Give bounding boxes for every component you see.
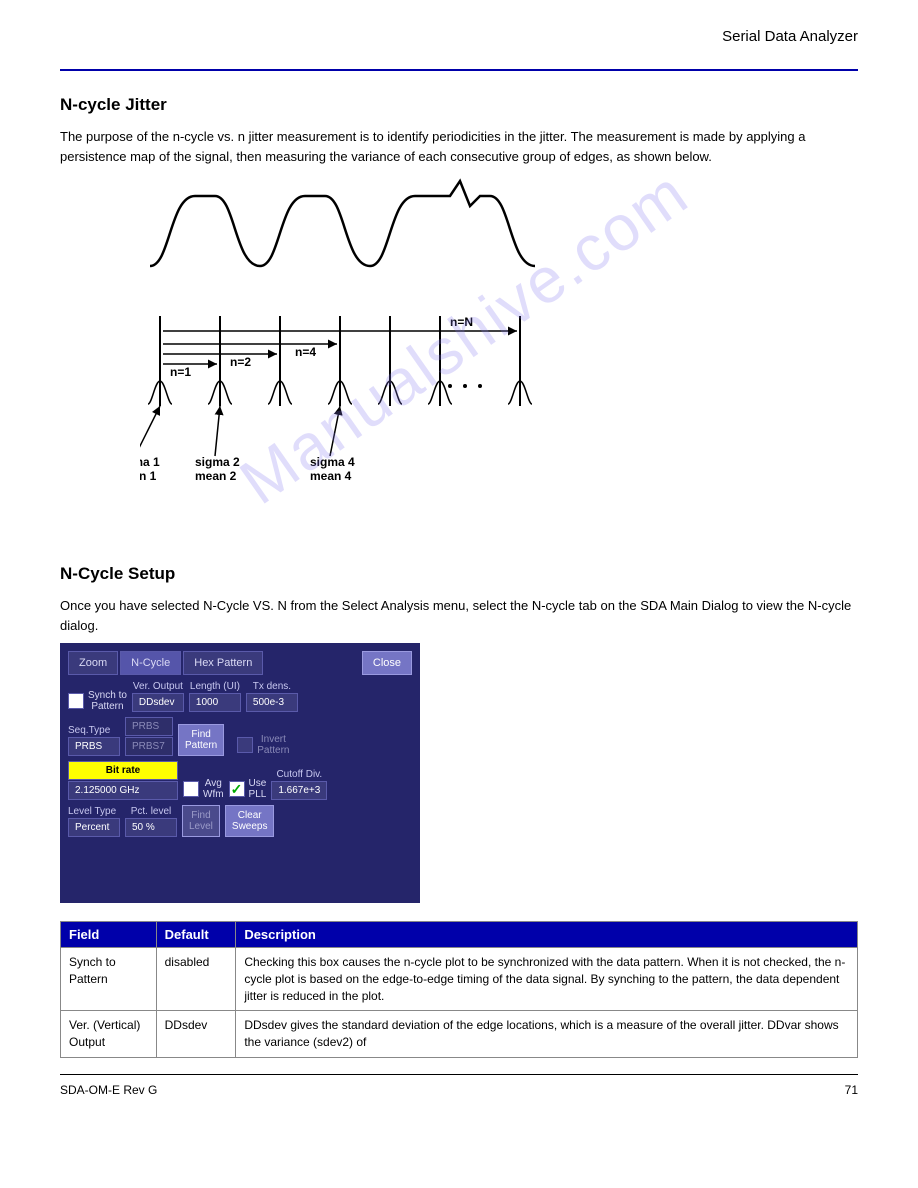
checkbox-icon [237, 737, 253, 753]
cutoff-field[interactable]: 1.667e+3 [271, 781, 327, 800]
footer-doc-id: SDA-OM-E Rev G [60, 1083, 157, 1097]
svg-text:n=2: n=2 [230, 355, 251, 369]
bitrate-label-field: Bit rate [68, 761, 178, 780]
page-footer: SDA-OM-E Rev G 71 [60, 1083, 858, 1097]
table-cell: DDsdev [156, 1011, 236, 1058]
txdens-field[interactable]: 500e-3 [246, 693, 298, 712]
use-pll-control[interactable]: ✓ Use PLL [229, 778, 267, 800]
table-cell: Checking this box causes the n-cycle plo… [236, 948, 858, 1011]
dialog-row-3: Bit rate 2.125000 GHz Avg Wfm ✓ Use PLL … [68, 761, 412, 800]
close-button[interactable]: Close [362, 651, 412, 675]
table-cell: disabled [156, 948, 236, 1011]
header-rule [60, 69, 858, 71]
svg-text:sigma 2: sigma 2 [195, 455, 240, 469]
svg-text:sigma 1: sigma 1 [140, 455, 160, 469]
svg-text:n=4: n=4 [295, 345, 316, 359]
invert-pattern-control[interactable]: Invert Pattern [237, 734, 289, 756]
ver-output-label: Ver. Output [132, 681, 184, 692]
pctlevel-group: Pct. level 50 % [125, 806, 177, 837]
dialog-row-2: Seq.Type PRBS PRBS PRBS7 Find Pattern In… [68, 717, 412, 756]
section2-paragraph: Once you have selected N-Cycle VS. N fro… [60, 596, 858, 635]
ncycle-diagram: n=1 n=2 n=4 n=N sigma 1mean 1 sigma 2mean 2 si… [140, 176, 540, 546]
svg-text:mean 4: mean 4 [310, 469, 352, 483]
table-cell: DDsdev gives the standard deviation of t… [236, 1011, 858, 1058]
th-description: Description [236, 922, 858, 948]
cutoff-group: Cutoff Div. 1.667e+3 [271, 769, 327, 800]
leveltype-label: Level Type [68, 806, 120, 817]
th-field: Field [61, 922, 157, 948]
table-cell: Synch to Pattern [61, 948, 157, 1011]
txdens-label: Tx dens. [246, 681, 298, 692]
th-default: Default [156, 922, 236, 948]
ncycle-dialog-panel: Zoom N-Cycle Hex Pattern Close Synch to … [60, 643, 420, 903]
svg-text:n=1: n=1 [170, 365, 191, 379]
seqtype-group: Seq.Type PRBS [68, 725, 120, 756]
tab-zoom[interactable]: Zoom [68, 651, 118, 675]
table-row: Synch to PatterndisabledChecking this bo… [61, 948, 858, 1011]
dialog-row-4: Level Type Percent Pct. level 50 % Find … [68, 805, 412, 837]
svg-text:n=N: n=N [450, 315, 473, 329]
leveltype-field[interactable]: Percent [68, 818, 120, 837]
synch-to-pattern-label: Synch to Pattern [88, 690, 127, 712]
seqtype-label: Seq.Type [68, 725, 120, 736]
bitrate-group: Bit rate 2.125000 GHz [68, 761, 178, 800]
length-field[interactable]: 1000 [189, 693, 241, 712]
table-row: Ver. (Vertical) OutputDDsdevDDsdev gives… [61, 1011, 858, 1058]
pctlevel-label: Pct. level [125, 806, 177, 817]
svg-text:sigma 4: sigma 4 [310, 455, 355, 469]
seqtype-field[interactable]: PRBS [68, 737, 120, 756]
invert-pattern-label: Invert Pattern [257, 734, 289, 756]
clear-sweeps-button[interactable]: Clear Sweeps [225, 805, 275, 837]
find-pattern-button[interactable]: Find Pattern [178, 724, 224, 756]
find-level-button: Find Level [182, 805, 220, 837]
field-description-table: Field Default Description Synch to Patte… [60, 921, 858, 1058]
ver-output-field[interactable]: DDsdev [132, 693, 184, 712]
table-header-row: Field Default Description [61, 922, 858, 948]
checkbox-icon [183, 781, 199, 797]
avg-wfm-control[interactable]: Avg Wfm [183, 778, 224, 800]
svg-text:mean 1: mean 1 [140, 469, 157, 483]
section-heading-ncycle-setup: N-Cycle Setup [60, 564, 858, 584]
ver-output-group: Ver. Output DDsdev [132, 681, 184, 712]
bitrate-field[interactable]: 2.125000 GHz [68, 781, 178, 800]
use-pll-label: Use PLL [249, 778, 267, 800]
prbs-group: PRBS PRBS7 [125, 717, 173, 756]
footer-page-number: 71 [845, 1083, 858, 1097]
dialog-row-1: Synch to Pattern Ver. Output DDsdev Leng… [68, 681, 412, 712]
length-group: Length (UI) 1000 [189, 681, 241, 712]
tab-ncycle[interactable]: N-Cycle [120, 651, 181, 675]
section-heading-ncycle-jitter: N-cycle Jitter [60, 95, 858, 115]
breadcrumb: Serial Data Analyzer [60, 28, 858, 45]
avg-wfm-label: Avg Wfm [203, 778, 224, 800]
pctlevel-field[interactable]: 50 % [125, 818, 177, 837]
table-cell: Ver. (Vertical) Output [61, 1011, 157, 1058]
length-label: Length (UI) [189, 681, 241, 692]
prbs7-field: PRBS7 [125, 737, 173, 756]
tab-hex-pattern[interactable]: Hex Pattern [183, 651, 263, 675]
synch-to-pattern-control[interactable]: Synch to Pattern [68, 690, 127, 712]
txdens-group: Tx dens. 500e-3 [246, 681, 298, 712]
section1-paragraph: The purpose of the n-cycle vs. n jitter … [60, 127, 858, 166]
footer-rule [60, 1074, 858, 1075]
leveltype-group: Level Type Percent [68, 806, 120, 837]
cutoff-label: Cutoff Div. [271, 769, 327, 780]
svg-text:mean 2: mean 2 [195, 469, 237, 483]
checkbox-icon [68, 693, 84, 709]
prbs-field: PRBS [125, 717, 173, 736]
checkbox-checked-icon: ✓ [229, 781, 245, 797]
tab-bar: Zoom N-Cycle Hex Pattern Close [68, 651, 412, 675]
